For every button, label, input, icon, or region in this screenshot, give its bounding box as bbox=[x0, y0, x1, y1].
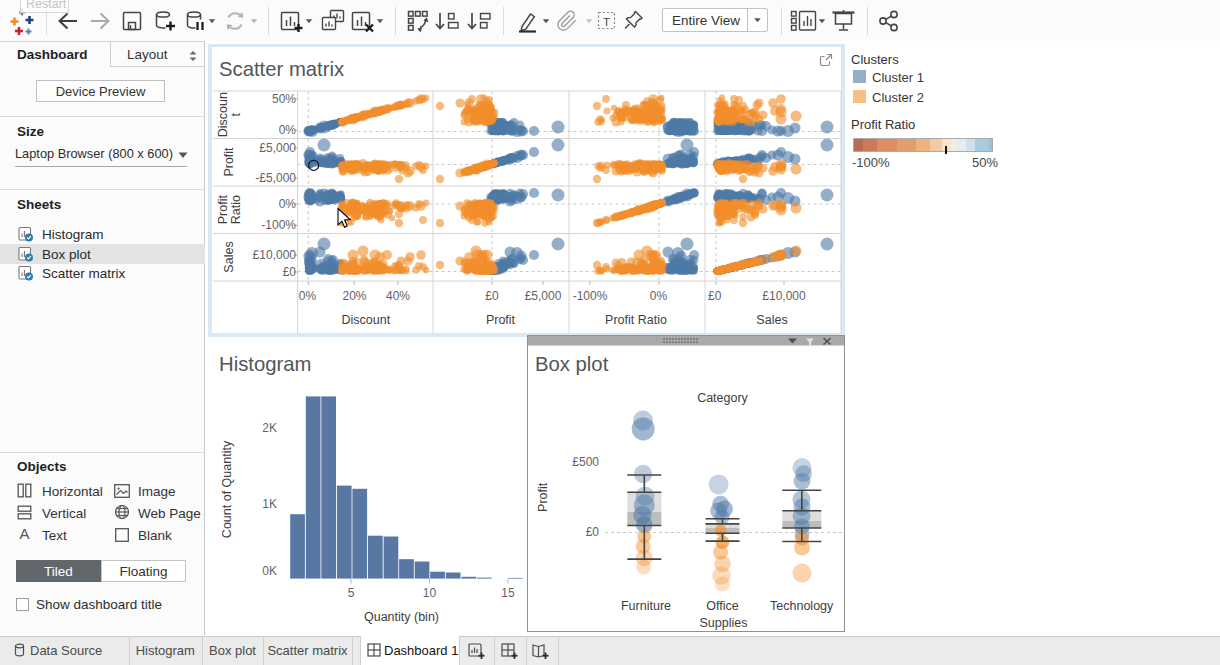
svg-text:Profit: Profit bbox=[536, 482, 550, 512]
svg-text:Supplies: Supplies bbox=[700, 616, 748, 630]
svg-text:Technology: Technology bbox=[770, 599, 834, 613]
svg-text:Category: Category bbox=[697, 391, 748, 405]
svg-text:£500: £500 bbox=[572, 455, 599, 469]
svg-text:Furniture: Furniture bbox=[621, 599, 671, 613]
svg-text:£0: £0 bbox=[586, 525, 600, 539]
svg-text:Box plot: Box plot bbox=[535, 353, 609, 375]
svg-text:Office: Office bbox=[706, 599, 738, 613]
